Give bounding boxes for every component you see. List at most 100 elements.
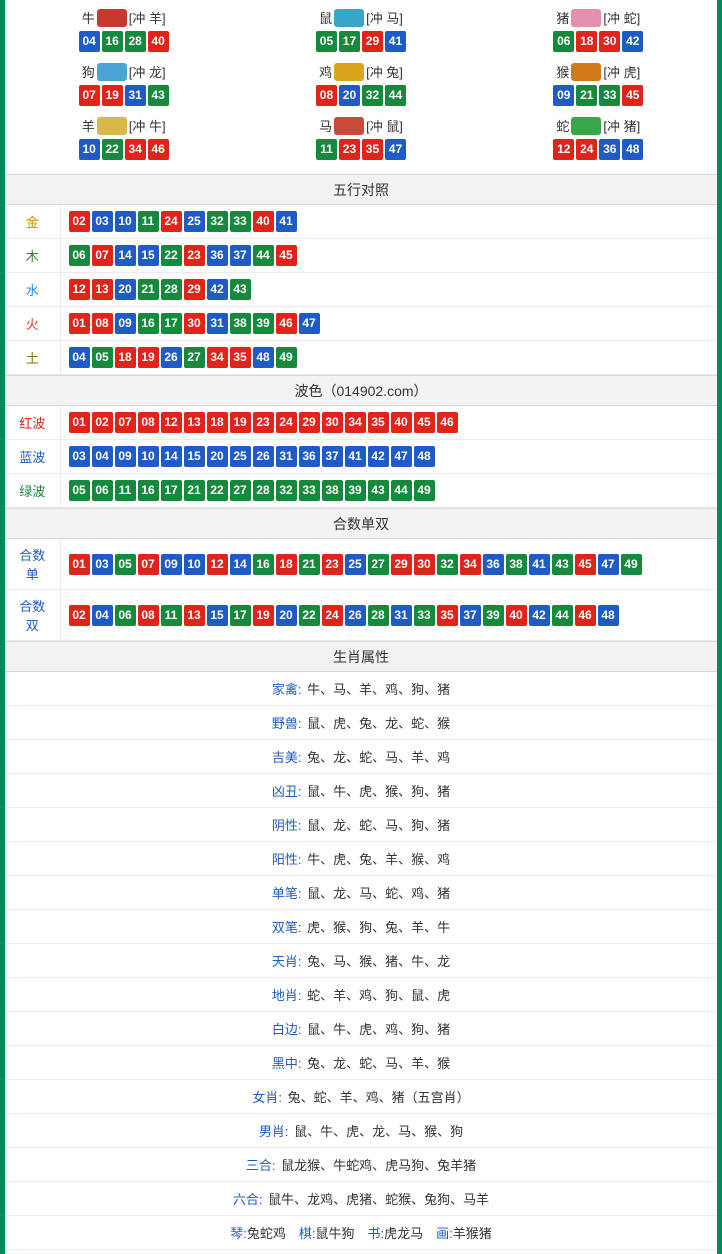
attribute-key: 凶丑:: [272, 784, 302, 799]
zodiac-name: 马: [319, 116, 332, 135]
number-ball: 30: [322, 412, 343, 433]
row-label: 木: [5, 239, 60, 273]
bose-header: 波色（014902.com）: [5, 376, 717, 406]
zodiac-title: 蛇 [冲 猪]: [556, 116, 640, 135]
number-ball: 42: [207, 279, 228, 300]
number-ball: 36: [483, 554, 504, 575]
attribute-key: 单笔:: [272, 886, 302, 901]
attribute-key: 白边:: [272, 1022, 302, 1037]
number-ball: 21: [138, 279, 159, 300]
number-ball: 08: [316, 85, 337, 106]
number-ball: 27: [230, 480, 251, 501]
attribute-key: 画:: [436, 1226, 453, 1241]
zodiac-numbers: 09213345: [480, 85, 717, 106]
attribute-key: 棋:: [299, 1226, 316, 1241]
number-ball: 30: [414, 554, 435, 575]
table-row: 金 02031011242532334041: [5, 205, 717, 239]
table-row: 土 04051819262734354849: [5, 341, 717, 375]
number-ball: 17: [161, 313, 182, 334]
number-ball: 33: [414, 605, 435, 626]
zodiac-name: 羊: [82, 116, 95, 135]
attribute-value: 鼠、牛、虎、猴、狗、猪: [307, 784, 450, 799]
attribute-key: 黑中:: [272, 1056, 302, 1071]
number-ball: 16: [138, 480, 159, 501]
attribute-row: 吉美: 兔、龙、蛇、马、羊、鸡: [5, 740, 717, 774]
attribute-key: 六合:: [233, 1192, 263, 1207]
number-ball: 21: [576, 85, 597, 106]
number-ball: 44: [552, 605, 573, 626]
attribute-key: 书:: [368, 1226, 385, 1241]
row-label: 红波: [5, 406, 60, 440]
number-ball: 10: [184, 554, 205, 575]
zodiac-numbers: 10223446: [5, 139, 242, 160]
zodiac-numbers: 12243648: [480, 139, 717, 160]
number-ball: 16: [102, 31, 123, 52]
number-ball: 46: [148, 139, 169, 160]
number-ball: 16: [138, 313, 159, 334]
number-ball: 18: [207, 412, 228, 433]
number-ball: 35: [368, 412, 389, 433]
attribute-value: 鼠牛、龙鸡、虎猪、蛇猴、兔狗、马羊: [268, 1192, 489, 1207]
attribute-key: 野兽:: [272, 716, 302, 731]
number-ball: 22: [299, 605, 320, 626]
zodiac-icon: [97, 117, 127, 135]
number-ball: 35: [230, 347, 251, 368]
number-ball: 49: [414, 480, 435, 501]
attribute-value: 牛、虎、兔、羊、猴、鸡: [307, 852, 450, 867]
number-ball: 05: [115, 554, 136, 575]
number-ball: 20: [276, 605, 297, 626]
number-ball: 17: [230, 605, 251, 626]
row-numbers: 0108091617303138394647: [60, 307, 717, 341]
number-ball: 12: [207, 554, 228, 575]
number-ball: 46: [575, 605, 596, 626]
zodiac-numbers: 04162840: [5, 31, 242, 52]
number-ball: 05: [69, 480, 90, 501]
number-ball: 26: [253, 446, 274, 467]
number-ball: 23: [322, 554, 343, 575]
zodiac-title: 鼠 [冲 马]: [319, 8, 403, 27]
attribute-value: 鼠、龙、马、蛇、鸡、猪: [307, 886, 450, 901]
number-ball: 45: [622, 85, 643, 106]
number-ball: 19: [102, 85, 123, 106]
number-ball: 40: [506, 605, 527, 626]
number-ball: 18: [576, 31, 597, 52]
wuxing-table: 五行对照 金 02031011242532334041 木 0607141522…: [5, 174, 717, 375]
attribute-key: 地肖:: [272, 988, 302, 1003]
attribute-row: 男肖: 鼠、牛、虎、龙、马、猴、狗: [5, 1114, 717, 1148]
number-ball: 36: [599, 139, 620, 160]
attribute-row: 女肖: 兔、蛇、羊、鸡、猪（五宫肖）: [5, 1080, 717, 1114]
number-ball: 45: [276, 245, 297, 266]
zodiac-name: 鸡: [319, 62, 332, 81]
zodiac-icon: [334, 9, 364, 27]
number-ball: 08: [92, 313, 113, 334]
number-ball: 29: [391, 554, 412, 575]
zodiac-clash: [冲 猪]: [603, 116, 640, 135]
number-ball: 31: [125, 85, 146, 106]
number-ball: 22: [102, 139, 123, 160]
row-label: 水: [5, 273, 60, 307]
number-ball: 44: [253, 245, 274, 266]
number-ball: 11: [316, 139, 337, 160]
table-row: 合数单 010305070910121416182123252729303234…: [5, 539, 717, 590]
zodiac-cell: 鼠 [冲 马] 05172941: [242, 4, 479, 58]
row-numbers: 0102070812131819232429303435404546: [60, 406, 717, 440]
zodiac-clash: [冲 鼠]: [366, 116, 403, 135]
number-ball: 24: [322, 605, 343, 626]
table-row: 火 0108091617303138394647: [5, 307, 717, 341]
zodiac-cell: 猪 [冲 蛇] 06183042: [480, 4, 717, 58]
zodiac-icon: [571, 117, 601, 135]
number-ball: 01: [69, 554, 90, 575]
number-ball: 45: [575, 554, 596, 575]
number-ball: 32: [276, 480, 297, 501]
attribute-row: 地肖: 蛇、羊、鸡、狗、鼠、虎: [5, 978, 717, 1012]
attribute-row: 阳性: 牛、虎、兔、羊、猴、鸡: [5, 842, 717, 876]
number-ball: 33: [299, 480, 320, 501]
number-ball: 18: [115, 347, 136, 368]
number-ball: 47: [391, 446, 412, 467]
number-ball: 39: [483, 605, 504, 626]
number-ball: 27: [184, 347, 205, 368]
number-ball: 15: [184, 446, 205, 467]
number-ball: 33: [230, 211, 251, 232]
number-ball: 20: [339, 85, 360, 106]
number-ball: 28: [253, 480, 274, 501]
